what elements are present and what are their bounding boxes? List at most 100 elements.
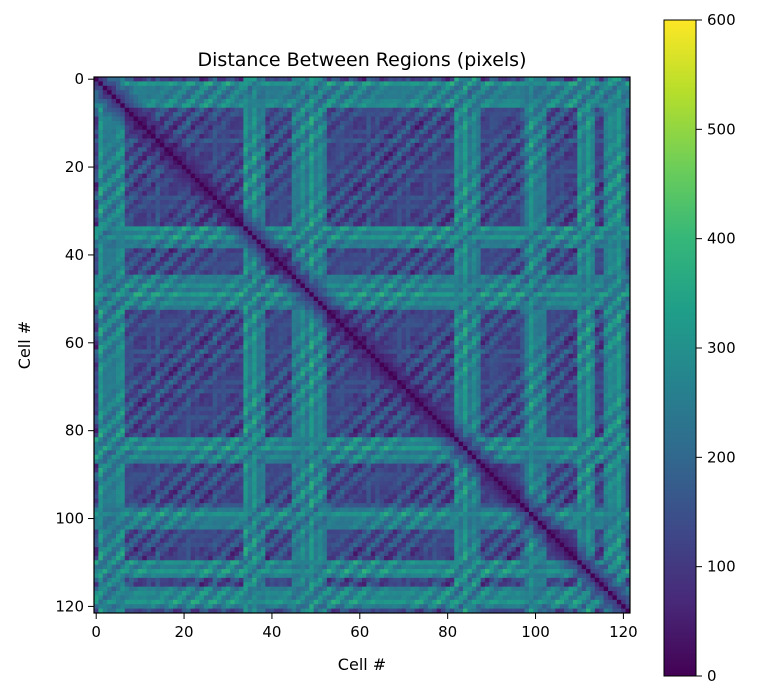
heatmap-cell xyxy=(260,125,266,131)
heatmap-cell xyxy=(199,230,205,236)
heatmap-cell xyxy=(247,226,253,232)
heatmap-cell xyxy=(366,112,372,117)
heatmap-cell xyxy=(537,235,543,240)
heatmap-cell xyxy=(168,213,174,218)
heatmap-cell xyxy=(555,125,561,131)
heatmap-cell xyxy=(572,94,578,100)
heatmap-cell xyxy=(124,94,130,100)
heatmap-cell xyxy=(190,129,196,135)
heatmap-cell xyxy=(550,178,556,183)
heatmap-cell xyxy=(520,120,525,126)
heatmap-cell xyxy=(225,204,231,210)
heatmap-cell xyxy=(318,182,323,188)
heatmap-cell xyxy=(467,235,473,240)
heatmap-cell xyxy=(300,213,306,218)
heatmap-cell xyxy=(348,94,354,100)
heatmap-cell xyxy=(243,90,249,95)
heatmap-cell xyxy=(353,173,358,179)
heatmap-cell xyxy=(120,169,126,175)
heatmap-cell xyxy=(133,169,139,175)
heatmap-cell xyxy=(221,173,227,179)
heatmap-cell xyxy=(278,151,284,157)
heatmap-cell xyxy=(498,90,503,95)
heatmap-cell xyxy=(111,90,117,95)
heatmap-cell xyxy=(550,217,556,223)
heatmap-cell xyxy=(458,107,464,113)
heatmap-cell xyxy=(146,160,152,166)
heatmap-cell xyxy=(520,173,525,179)
heatmap-cell xyxy=(238,213,244,218)
heatmap-cell xyxy=(441,213,446,218)
heatmap-cell xyxy=(155,151,161,157)
heatmap-cell xyxy=(568,112,574,117)
heatmap-cell xyxy=(458,204,464,210)
heatmap-cell xyxy=(493,217,499,223)
heatmap-cell xyxy=(555,204,561,210)
heatmap-cell xyxy=(401,107,407,113)
heatmap-cell xyxy=(102,252,108,258)
heatmap-cell xyxy=(159,142,165,148)
heatmap-cell xyxy=(581,248,587,254)
heatmap-cell xyxy=(199,151,205,157)
heatmap-cell xyxy=(533,151,539,157)
heatmap-cell xyxy=(458,243,464,249)
heatmap-cell xyxy=(348,129,354,135)
heatmap-cell xyxy=(493,195,499,201)
heatmap-cell xyxy=(348,252,354,258)
heatmap-cell xyxy=(348,217,354,223)
heatmap-cell xyxy=(291,178,297,183)
heatmap-cell xyxy=(190,103,196,109)
heatmap-cell xyxy=(581,90,587,95)
heatmap-cell xyxy=(603,200,609,205)
heatmap-cell xyxy=(107,226,112,232)
heatmap-cell xyxy=(225,235,231,240)
heatmap-cell xyxy=(256,173,262,179)
heatmap-cell xyxy=(621,243,626,249)
heatmap-cell xyxy=(379,173,385,179)
heatmap-cell xyxy=(498,195,503,201)
heatmap-cell xyxy=(594,169,600,175)
heatmap-cell xyxy=(621,85,626,91)
heatmap-cell xyxy=(129,125,134,131)
heatmap-cell xyxy=(199,112,205,117)
heatmap-cell xyxy=(511,208,517,214)
heatmap-cell xyxy=(401,182,407,188)
heatmap-cell xyxy=(146,200,152,205)
heatmap-cell xyxy=(616,248,622,254)
heatmap-cell xyxy=(375,142,380,148)
heatmap-cell xyxy=(159,81,165,87)
heatmap-cell xyxy=(260,243,266,249)
heatmap-cell xyxy=(388,151,394,157)
heatmap-cell xyxy=(322,239,328,245)
heatmap-cell xyxy=(300,239,306,245)
heatmap-cell xyxy=(155,243,161,249)
heatmap-cell xyxy=(98,239,104,245)
heatmap-cell xyxy=(190,138,196,144)
heatmap-cell xyxy=(401,173,407,179)
heatmap-cell xyxy=(542,226,547,232)
heatmap-cell xyxy=(151,178,156,183)
heatmap-cell xyxy=(331,85,337,91)
heatmap-cell xyxy=(256,230,262,236)
heatmap-cell xyxy=(581,125,587,131)
heatmap-cell xyxy=(256,85,262,91)
heatmap-cell xyxy=(388,120,394,126)
heatmap-cell xyxy=(234,147,240,153)
heatmap-cell xyxy=(217,178,222,183)
heatmap-cell xyxy=(291,217,297,223)
heatmap-cell xyxy=(348,112,354,117)
heatmap-cell xyxy=(217,239,222,245)
heatmap-cell xyxy=(608,81,613,87)
heatmap-cell xyxy=(326,195,332,201)
heatmap-cell xyxy=(190,116,196,122)
heatmap-cell xyxy=(586,98,591,104)
heatmap-cell xyxy=(199,90,205,95)
heatmap-cell xyxy=(256,243,262,249)
heatmap-cell xyxy=(287,213,293,218)
heatmap-cell xyxy=(419,147,424,153)
heatmap-cell xyxy=(221,116,227,122)
heatmap-cell xyxy=(98,125,104,131)
heatmap-cell xyxy=(133,226,139,232)
heatmap-cell xyxy=(476,125,482,131)
heatmap-cell xyxy=(230,116,235,122)
